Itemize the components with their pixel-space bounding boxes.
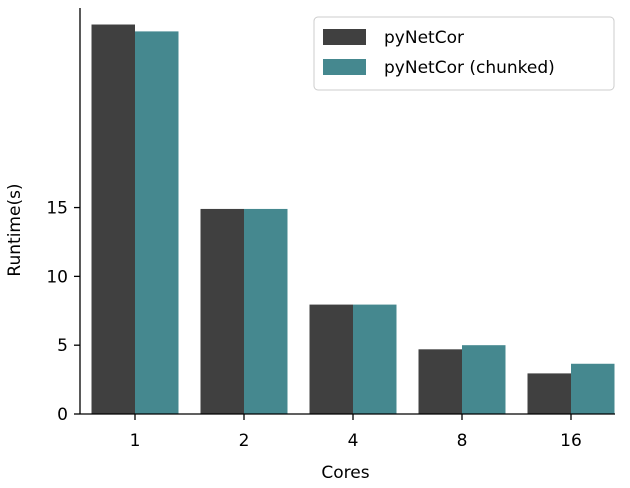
legend-label: pyNetCor (384, 28, 464, 48)
x-tick-label: 2 (239, 431, 250, 451)
x-axis-label: Cores (321, 463, 369, 483)
y-tick-label: 10 (46, 267, 68, 287)
y-tick-label: 15 (46, 199, 68, 219)
bar-pynetcor-1 (91, 24, 135, 414)
y-tick-label: 5 (57, 336, 68, 356)
bar-pynetcor-16 (527, 373, 571, 414)
bar-pynetcor-chunked-1 (135, 31, 179, 415)
x-tick-label: 4 (348, 431, 359, 451)
y-ticks: 0 5 10 15 (46, 199, 80, 425)
legend-box (313, 16, 615, 91)
bar-pynetcor-8 (418, 349, 462, 414)
x-tick-label: 8 (457, 431, 468, 451)
bar-pynetcor-chunked-2 (244, 208, 288, 414)
x-tick-label: 16 (560, 431, 582, 451)
bar-pynetcor-2 (200, 208, 244, 414)
bar-pynetcor-chunked-4 (353, 304, 397, 414)
x-ticks: 1 2 4 8 16 (130, 414, 582, 451)
bars (91, 24, 615, 415)
legend-swatch (323, 59, 366, 75)
y-tick-label: 0 (57, 405, 68, 425)
bar-pynetcor-chunked-16 (571, 363, 615, 414)
y-axis-label: Runtime(s) (5, 183, 25, 276)
bar-pynetcor-4 (309, 304, 353, 414)
legend: pyNetCor pyNetCor (chunked) (313, 16, 615, 91)
x-tick-label: 1 (130, 431, 141, 451)
legend-swatch (323, 29, 366, 45)
legend-label: pyNetCor (chunked) (384, 58, 555, 78)
bar-pynetcor-chunked-8 (462, 345, 506, 414)
